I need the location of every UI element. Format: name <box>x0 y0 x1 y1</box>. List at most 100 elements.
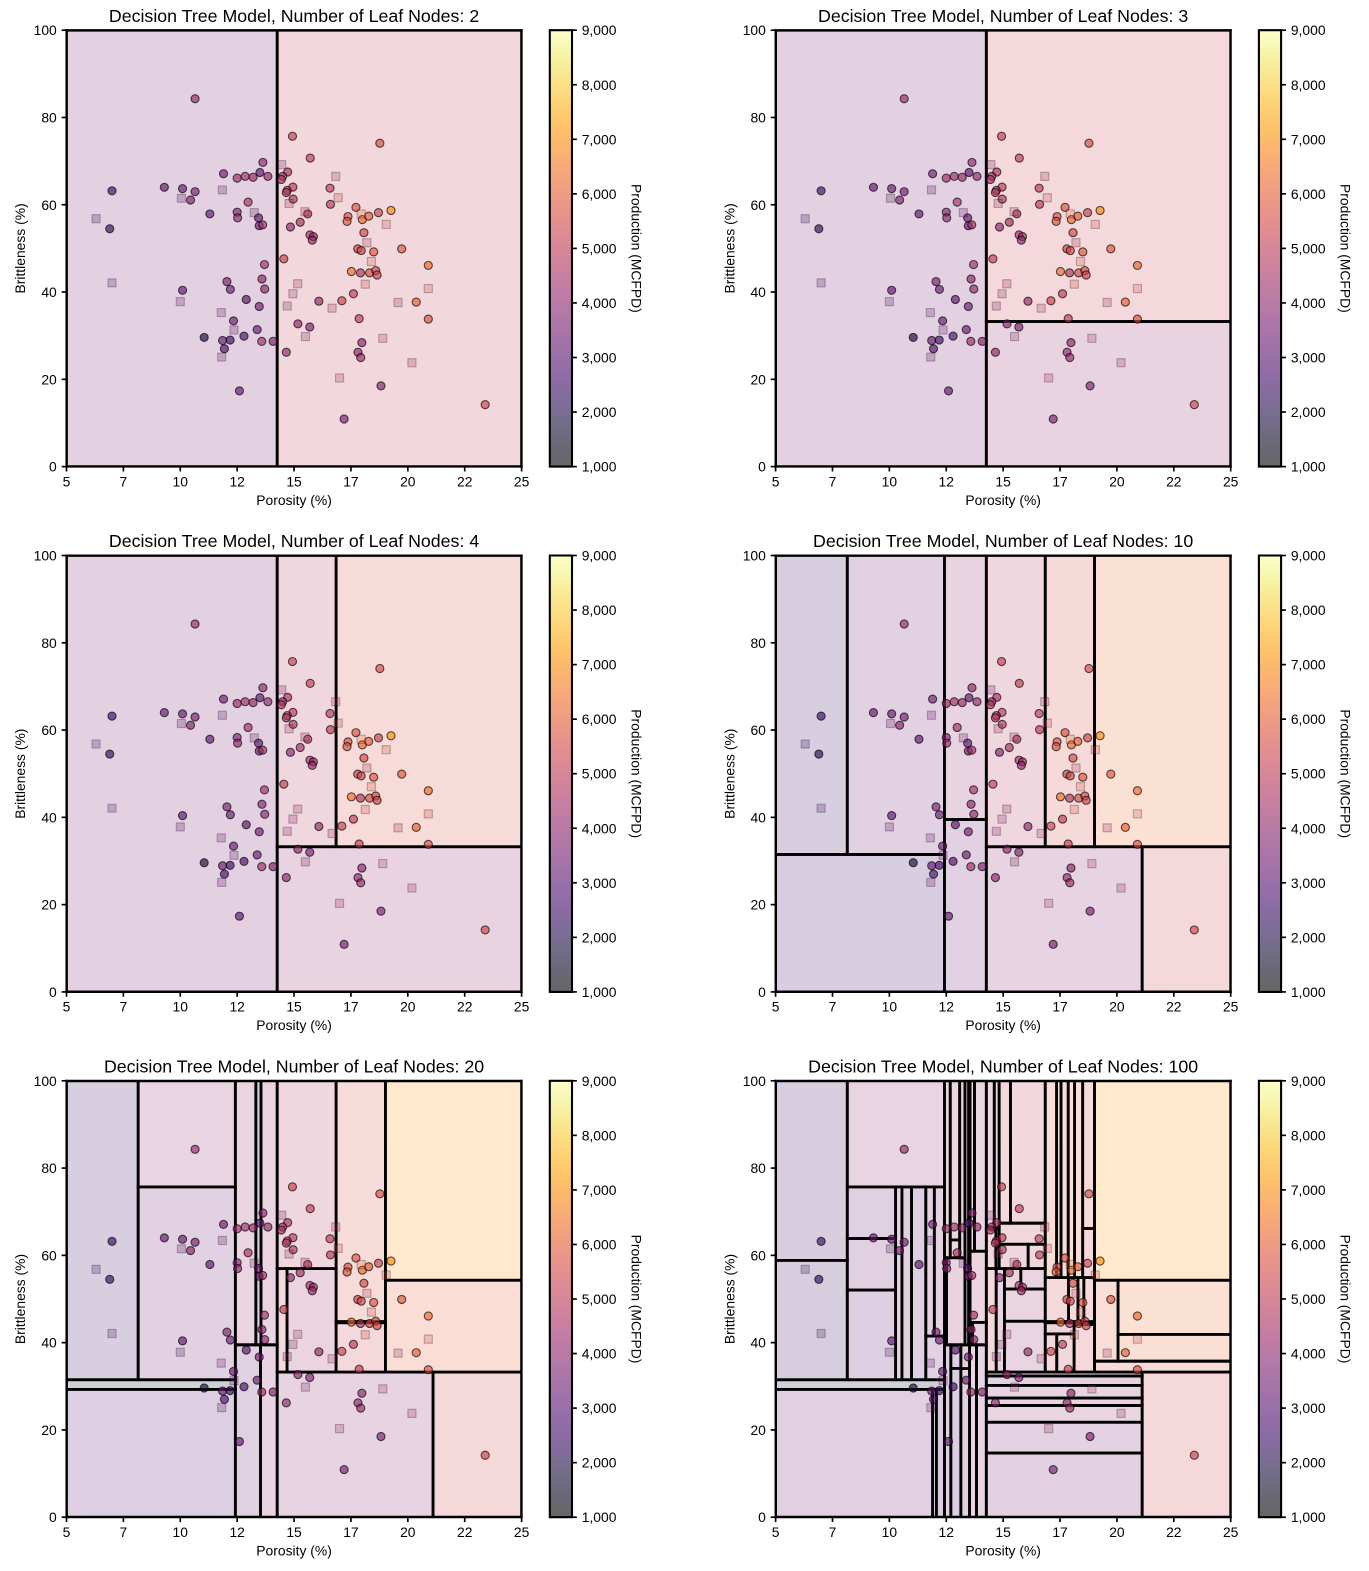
svg-text:17: 17 <box>343 1524 359 1540</box>
svg-text:6,000: 6,000 <box>1291 186 1326 202</box>
svg-text:20: 20 <box>1109 999 1125 1015</box>
svg-text:25: 25 <box>514 999 530 1015</box>
svg-text:17: 17 <box>343 473 359 489</box>
svg-text:20: 20 <box>750 371 766 387</box>
svg-text:8,000: 8,000 <box>1291 602 1326 618</box>
svg-text:Production (MCFPD): Production (MCFPD) <box>628 1235 644 1364</box>
svg-text:8,000: 8,000 <box>582 1127 617 1143</box>
svg-text:Decision Tree Model, Number of: Decision Tree Model, Number of Leaf Node… <box>109 531 479 551</box>
svg-text:100: 100 <box>743 548 766 564</box>
svg-text:60: 60 <box>41 722 57 738</box>
svg-text:80: 80 <box>750 110 766 126</box>
svg-text:Brittleness (%): Brittleness (%) <box>12 1254 28 1344</box>
svg-text:20: 20 <box>400 1524 416 1540</box>
svg-text:20: 20 <box>41 1422 57 1438</box>
svg-text:7: 7 <box>829 473 837 489</box>
svg-text:Decision Tree Model, Number of: Decision Tree Model, Number of Leaf Node… <box>808 1056 1198 1076</box>
svg-text:0: 0 <box>49 984 57 1000</box>
svg-text:Decision Tree Model, Number of: Decision Tree Model, Number of Leaf Node… <box>109 6 479 26</box>
svg-text:3,000: 3,000 <box>1291 350 1326 366</box>
svg-text:4,000: 4,000 <box>1291 295 1326 311</box>
svg-text:17: 17 <box>1052 473 1068 489</box>
svg-text:22: 22 <box>1166 1524 1182 1540</box>
svg-text:2,000: 2,000 <box>1291 929 1326 945</box>
svg-text:4,000: 4,000 <box>582 820 617 836</box>
svg-text:Porosity (%): Porosity (%) <box>256 1542 332 1558</box>
svg-text:9,000: 9,000 <box>1291 22 1326 38</box>
svg-text:1,000: 1,000 <box>1291 984 1326 1000</box>
svg-text:5,000: 5,000 <box>582 1291 617 1307</box>
svg-text:3,000: 3,000 <box>1291 1400 1326 1416</box>
svg-text:6,000: 6,000 <box>582 711 617 727</box>
svg-text:100: 100 <box>34 22 57 38</box>
svg-text:5: 5 <box>63 999 71 1015</box>
svg-text:9,000: 9,000 <box>582 22 617 38</box>
svg-text:Production (MCFPD): Production (MCFPD) <box>1338 184 1354 313</box>
svg-text:2,000: 2,000 <box>1291 404 1326 420</box>
svg-text:20: 20 <box>41 371 57 387</box>
svg-text:9,000: 9,000 <box>582 548 617 564</box>
svg-text:7,000: 7,000 <box>582 657 617 673</box>
svg-text:22: 22 <box>457 1524 473 1540</box>
svg-text:Production (MCFPD): Production (MCFPD) <box>1338 1235 1354 1364</box>
svg-text:100: 100 <box>34 548 57 564</box>
svg-text:Production (MCFPD): Production (MCFPD) <box>1338 709 1354 838</box>
svg-text:Porosity (%): Porosity (%) <box>256 1017 332 1033</box>
svg-text:5: 5 <box>772 1524 780 1540</box>
svg-text:7: 7 <box>120 473 128 489</box>
svg-text:3,000: 3,000 <box>1291 875 1326 891</box>
svg-text:4,000: 4,000 <box>582 295 617 311</box>
svg-text:7,000: 7,000 <box>1291 131 1326 147</box>
svg-text:5: 5 <box>772 999 780 1015</box>
svg-text:60: 60 <box>750 722 766 738</box>
svg-text:15: 15 <box>286 1524 302 1540</box>
svg-text:12: 12 <box>229 1524 245 1540</box>
svg-text:8,000: 8,000 <box>582 602 617 618</box>
svg-text:1,000: 1,000 <box>1291 459 1326 475</box>
svg-text:6,000: 6,000 <box>1291 1236 1326 1252</box>
svg-text:80: 80 <box>41 1160 57 1176</box>
svg-text:9,000: 9,000 <box>1291 1073 1326 1089</box>
svg-text:17: 17 <box>1052 999 1068 1015</box>
svg-text:5,000: 5,000 <box>1291 240 1326 256</box>
svg-text:80: 80 <box>750 635 766 651</box>
svg-text:25: 25 <box>514 1524 530 1540</box>
svg-text:5: 5 <box>772 473 780 489</box>
svg-text:25: 25 <box>1223 999 1239 1015</box>
svg-text:20: 20 <box>1109 473 1125 489</box>
svg-text:1,000: 1,000 <box>582 1509 617 1525</box>
svg-text:9,000: 9,000 <box>1291 548 1326 564</box>
svg-text:1,000: 1,000 <box>1291 1509 1326 1525</box>
svg-text:60: 60 <box>41 197 57 213</box>
svg-text:5: 5 <box>63 1524 71 1540</box>
svg-text:10: 10 <box>882 473 898 489</box>
svg-text:20: 20 <box>400 999 416 1015</box>
svg-text:Porosity (%): Porosity (%) <box>965 1542 1041 1558</box>
svg-text:Brittleness (%): Brittleness (%) <box>721 1254 737 1344</box>
svg-text:Production (MCFPD): Production (MCFPD) <box>628 184 644 313</box>
svg-text:8,000: 8,000 <box>1291 1127 1326 1143</box>
svg-text:7: 7 <box>120 1524 128 1540</box>
svg-text:Brittleness (%): Brittleness (%) <box>721 203 737 293</box>
svg-text:15: 15 <box>286 999 302 1015</box>
svg-text:Brittleness (%): Brittleness (%) <box>12 729 28 819</box>
svg-text:7: 7 <box>120 999 128 1015</box>
svg-text:40: 40 <box>750 284 766 300</box>
svg-text:12: 12 <box>939 1524 955 1540</box>
svg-text:15: 15 <box>995 999 1011 1015</box>
svg-text:6,000: 6,000 <box>1291 711 1326 727</box>
svg-text:6,000: 6,000 <box>582 186 617 202</box>
svg-text:10: 10 <box>882 1524 898 1540</box>
svg-text:20: 20 <box>400 473 416 489</box>
svg-text:3,000: 3,000 <box>582 875 617 891</box>
svg-text:20: 20 <box>750 897 766 913</box>
svg-text:100: 100 <box>743 22 766 38</box>
svg-text:Brittleness (%): Brittleness (%) <box>721 729 737 819</box>
svg-text:0: 0 <box>49 1509 57 1525</box>
svg-text:0: 0 <box>49 459 57 475</box>
svg-text:7,000: 7,000 <box>582 1182 617 1198</box>
svg-text:Porosity (%): Porosity (%) <box>965 1017 1041 1033</box>
svg-text:40: 40 <box>41 809 57 825</box>
svg-text:5,000: 5,000 <box>582 240 617 256</box>
svg-text:10: 10 <box>173 473 189 489</box>
